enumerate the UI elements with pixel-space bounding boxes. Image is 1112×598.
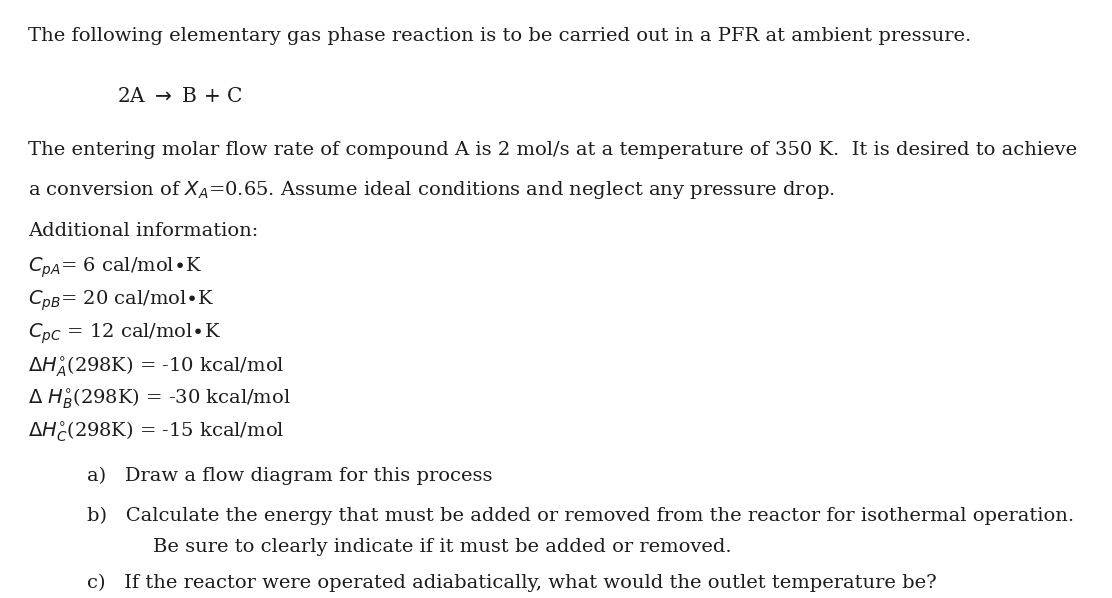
Text: a conversion of $X_A$=0.65. Assume ideal conditions and neglect any pressure dro: a conversion of $X_A$=0.65. Assume ideal… bbox=[28, 179, 835, 202]
Text: b)   Calculate the energy that must be added or removed from the reactor for iso: b) Calculate the energy that must be add… bbox=[87, 507, 1074, 526]
Text: Be sure to clearly indicate if it must be added or removed.: Be sure to clearly indicate if it must b… bbox=[153, 538, 732, 556]
Text: a)   Draw a flow diagram for this process: a) Draw a flow diagram for this process bbox=[87, 466, 493, 485]
Text: $C_{pC}$ = 12 cal/mol$\bullet$K: $C_{pC}$ = 12 cal/mol$\bullet$K bbox=[28, 321, 221, 346]
Text: Additional information:: Additional information: bbox=[28, 222, 258, 240]
Text: c)   If the reactor were operated adiabatically, what would the outlet temperatu: c) If the reactor were operated adiabati… bbox=[87, 574, 936, 593]
Text: $\Delta H_A^{\circ}$(298K) = -10 kcal/mol: $\Delta H_A^{\circ}$(298K) = -10 kcal/mo… bbox=[28, 354, 285, 379]
Text: $\Delta\ H_B^{\circ}$(298K) = -30 kcal/mol: $\Delta\ H_B^{\circ}$(298K) = -30 kcal/m… bbox=[28, 387, 290, 411]
Text: $\Delta H_C^{\circ}$(298K) = -15 kcal/mol: $\Delta H_C^{\circ}$(298K) = -15 kcal/mo… bbox=[28, 420, 285, 444]
Text: 2A $\rightarrow$ B + C: 2A $\rightarrow$ B + C bbox=[117, 87, 242, 106]
Text: $C_{pB}$= 20 cal/mol$\bullet$K: $C_{pB}$= 20 cal/mol$\bullet$K bbox=[28, 288, 215, 313]
Text: $C_{pA}$= 6 cal/mol$\bullet$K: $C_{pA}$= 6 cal/mol$\bullet$K bbox=[28, 255, 202, 280]
Text: The following elementary gas phase reaction is to be carried out in a PFR at amb: The following elementary gas phase react… bbox=[28, 27, 971, 45]
Text: The entering molar flow rate of compound A is 2 mol/s at a temperature of 350 K.: The entering molar flow rate of compound… bbox=[28, 141, 1076, 158]
